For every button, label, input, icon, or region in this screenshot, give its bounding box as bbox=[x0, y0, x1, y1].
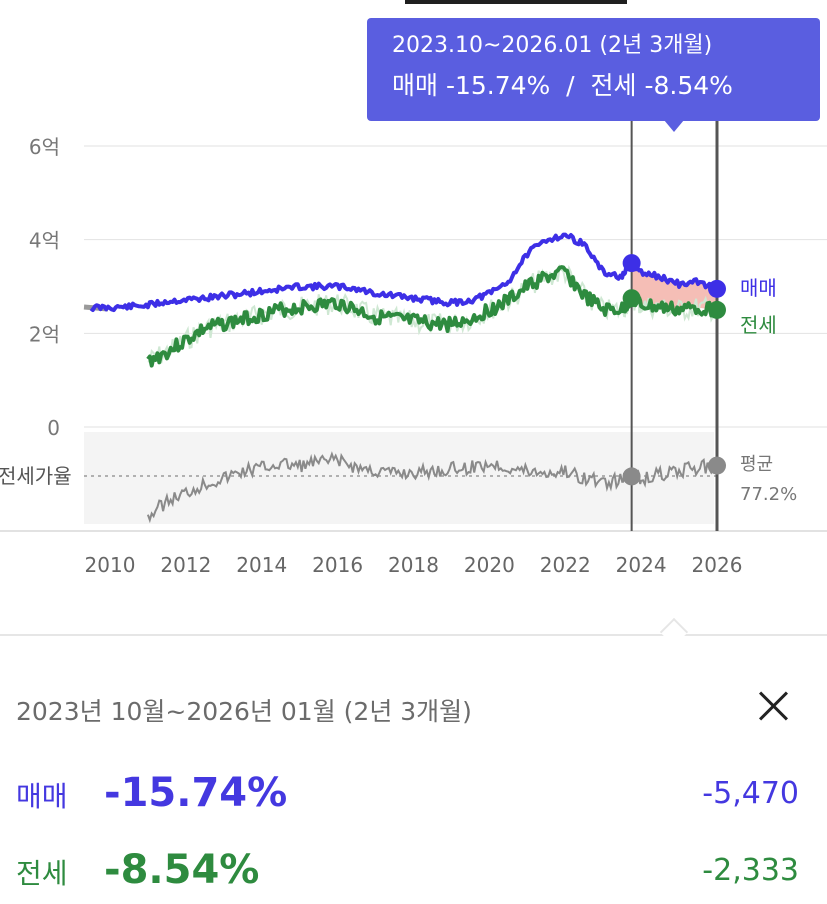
selected-range-fill bbox=[631, 263, 717, 310]
buy-line bbox=[89, 232, 719, 313]
top-tab-indicator bbox=[405, 0, 627, 4]
y-tick-label: 6억 bbox=[29, 135, 60, 159]
tooltip-change: 매매 -15.74% / 전세 -8.54% bbox=[392, 71, 733, 100]
panel-period-title: 2023년 10월~2026년 01월 (2년 3개월) bbox=[16, 697, 472, 726]
price-chart[interactable]: 6억 4억 2억 0 2010 2012 2014 2016 2018 2020 2022 2024 2… bbox=[0, 0, 827, 620]
jeonse-change-pct: -8.54% bbox=[104, 847, 260, 893]
ratio-avg-label: 평균 bbox=[740, 454, 773, 475]
jeonse-end-marker bbox=[708, 300, 726, 319]
range-tooltip: 2023.10~2026.01 (2년 3개월) 매매 -15.74% / 전세… bbox=[367, 18, 820, 121]
x-tick-label: 2010 bbox=[85, 553, 136, 577]
buy-label: 매매 bbox=[16, 780, 68, 813]
y-tick-label: 4억 bbox=[29, 229, 60, 253]
ratio-band-bg bbox=[84, 432, 714, 524]
buy-change-pct: -15.74% bbox=[104, 770, 288, 816]
x-tick-label: 2020 bbox=[464, 553, 515, 577]
buy-series-label: 매매 bbox=[740, 276, 777, 300]
buy-start-marker bbox=[622, 254, 641, 273]
jeonse-start-marker bbox=[622, 289, 641, 308]
tooltip-arrow bbox=[664, 120, 684, 132]
jeonse-change-amount: -2,333 bbox=[702, 853, 799, 888]
panel-divider bbox=[0, 634, 827, 636]
buy-change-amount: -5,470 bbox=[702, 776, 799, 811]
y-tick-label: 0 bbox=[47, 416, 60, 440]
panel-divider-notch bbox=[659, 617, 689, 647]
ratio-start-marker bbox=[622, 467, 641, 486]
x-tick-label: 2024 bbox=[616, 553, 667, 577]
close-icon[interactable] bbox=[752, 684, 796, 728]
jeonse-label: 전세 bbox=[16, 857, 68, 890]
x-tick-label: 2012 bbox=[160, 553, 211, 577]
ratio-label: 전세가율 bbox=[0, 464, 72, 488]
x-tick-label: 2026 bbox=[692, 553, 743, 577]
x-tick-label: 2018 bbox=[388, 553, 439, 577]
x-tick-label: 2016 bbox=[312, 553, 363, 577]
ratio-end-marker bbox=[708, 456, 726, 475]
tooltip-period: 2023.10~2026.01 (2년 3개월) bbox=[392, 33, 713, 58]
buy-end-marker bbox=[708, 279, 726, 298]
jeonse-series-label: 전세 bbox=[740, 313, 777, 337]
ratio-avg-value: 77.2% bbox=[740, 484, 797, 505]
y-tick-label: 2억 bbox=[29, 322, 60, 346]
x-tick-label: 2014 bbox=[236, 553, 287, 577]
x-tick-label: 2022 bbox=[540, 553, 591, 577]
